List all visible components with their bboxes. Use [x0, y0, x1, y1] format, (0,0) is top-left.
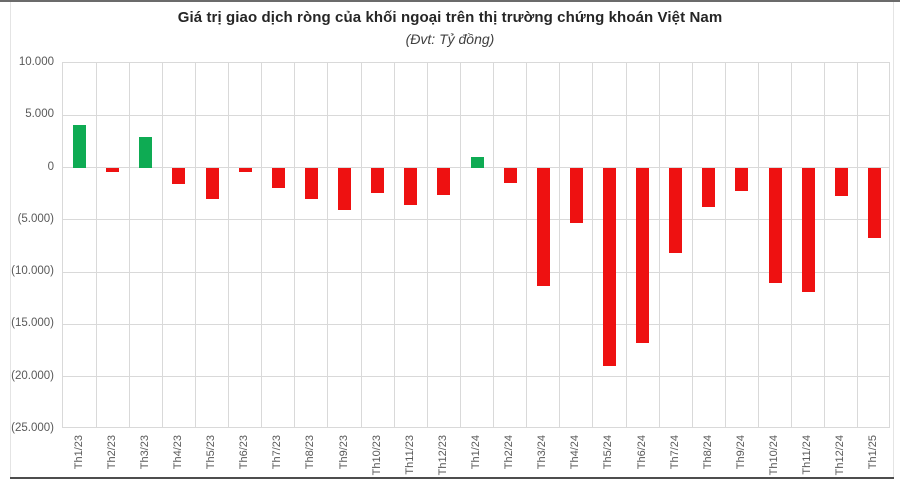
bar-Th2/24 [503, 167, 517, 184]
v-gridline [592, 63, 594, 427]
x-axis-tick-label: Th2/24 [503, 435, 516, 470]
v-gridline [824, 63, 826, 427]
x-axis-tick-label: Th9/23 [337, 435, 350, 470]
bar-Th3/24 [536, 167, 550, 286]
frame-right-border [893, 2, 894, 477]
bar-Th12/23 [437, 167, 451, 195]
x-axis-tick-label: Th6/24 [635, 435, 648, 470]
x-axis-tick-label: Th2/23 [105, 435, 118, 470]
chart-subtitle: (Đvt: Tỷ đồng) [405, 31, 495, 47]
x-axis-tick-label: Th5/24 [602, 435, 615, 470]
bar-Th11/24 [801, 167, 815, 292]
v-gridline [658, 63, 660, 427]
y-axis-tick-label: (10.000) [11, 265, 54, 278]
v-gridline [261, 63, 263, 427]
frame-bottom-border [10, 477, 894, 479]
bar-Th7/23 [271, 167, 285, 188]
bar-Th4/23 [172, 167, 186, 184]
x-axis-tick-label: Th8/24 [701, 435, 714, 470]
v-gridline [857, 63, 859, 427]
bar-Th10/23 [371, 167, 385, 193]
x-axis-tick-label: Th7/23 [271, 435, 284, 470]
x-axis-tick-label: Th1/24 [470, 435, 482, 470]
bar-Th9/23 [338, 167, 352, 211]
bar-Th6/24 [636, 167, 650, 344]
frame-top-border [0, 0, 900, 2]
v-gridline [493, 63, 495, 427]
x-axis-tick-label: Th8/23 [304, 435, 317, 470]
bar-Th8/24 [702, 167, 716, 208]
bar-Th12/24 [834, 167, 848, 197]
x-axis-tick-label: Th10/24 [768, 435, 781, 476]
v-gridline [691, 63, 693, 427]
v-gridline [194, 63, 196, 427]
y-axis-tick-label: (15.000) [11, 317, 54, 330]
v-gridline [426, 63, 428, 427]
bar-Th1/23 [73, 124, 87, 168]
bar-Th1/24 [470, 156, 484, 168]
plot-area [62, 62, 890, 428]
v-gridline [294, 63, 296, 427]
v-gridline [360, 63, 362, 427]
h-gridline [63, 271, 889, 273]
chart-title: Giá trị giao dịch ròng của khối ngoại tr… [177, 9, 723, 26]
bar-Th11/23 [404, 167, 418, 205]
frame-left-border [10, 2, 11, 477]
bar-Th5/23 [205, 167, 219, 199]
x-axis-tick-label: Th12/24 [834, 435, 847, 476]
h-gridline [63, 376, 889, 378]
y-axis-tick-label: 0 [47, 160, 54, 173]
x-axis-tick-label: Th12/23 [436, 435, 449, 476]
v-gridline [161, 63, 163, 427]
bar-Th10/24 [768, 167, 782, 283]
v-gridline [758, 63, 760, 427]
v-gridline [526, 63, 528, 427]
x-axis-tick-label: Th1/25 [867, 435, 880, 470]
x-axis-tick-label: Th5/23 [205, 435, 218, 470]
y-axis-tick-label: 10.000 [18, 56, 54, 68]
bar-Th6/23 [238, 167, 252, 173]
bar-Th9/24 [735, 167, 749, 191]
h-gridline [63, 219, 889, 221]
x-axis-tick-label: Th4/24 [569, 435, 582, 470]
x-axis-tick-label: Th10/23 [370, 435, 383, 476]
v-gridline [95, 63, 97, 427]
v-gridline [459, 63, 461, 427]
x-axis-tick-label: Th7/24 [668, 435, 681, 470]
h-gridline [63, 323, 889, 325]
v-gridline [228, 63, 230, 427]
v-gridline [724, 63, 726, 427]
x-axis-tick-label: Th1/23 [72, 435, 85, 470]
v-gridline [791, 63, 793, 427]
x-axis-tick-label: Th11/24 [801, 435, 814, 475]
v-gridline [128, 63, 130, 427]
y-axis-tick-label: (5.000) [17, 212, 54, 225]
v-gridline [625, 63, 627, 427]
bar-Th1/25 [867, 167, 881, 238]
x-axis-tick-label: Th3/23 [138, 435, 151, 470]
v-gridline [559, 63, 561, 427]
y-axis-tick-label: (20.000) [11, 369, 54, 382]
x-axis-tick-label: Th9/24 [734, 435, 747, 470]
bar-Th8/23 [304, 167, 318, 199]
v-gridline [327, 63, 329, 427]
bar-Th5/24 [602, 167, 616, 367]
x-axis-tick-label: Th6/23 [238, 435, 251, 470]
chart-card: { "header": { "title": "Giá trị giao dịc… [0, 0, 900, 479]
bar-Th3/23 [139, 137, 153, 168]
h-gridline [63, 114, 889, 116]
bar-Th2/23 [106, 167, 120, 173]
y-axis-tick-label: 5.000 [25, 108, 54, 121]
y-axis-tick-label: (25.000) [11, 422, 54, 434]
x-axis-tick-label: Th4/23 [171, 435, 184, 470]
bar-Th7/24 [669, 167, 683, 254]
v-gridline [393, 63, 395, 427]
x-axis-tick-label: Th11/23 [403, 435, 416, 475]
x-axis-tick-label: Th3/24 [536, 435, 549, 470]
h-gridline [63, 167, 889, 169]
bar-Th4/24 [569, 167, 583, 223]
